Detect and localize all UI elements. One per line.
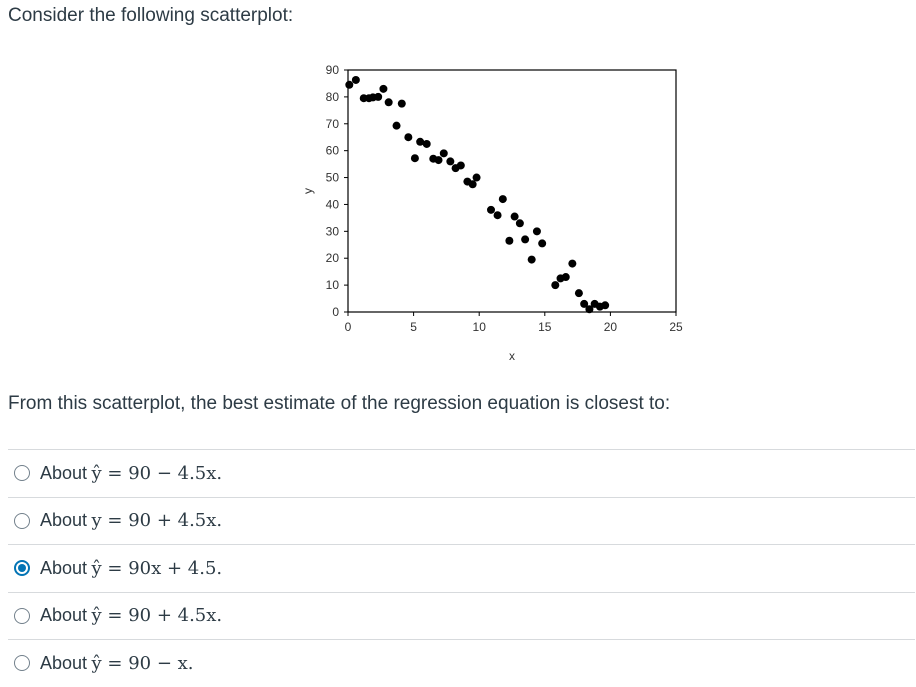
y-axis-label: y [301,188,315,194]
answer-label: About [40,652,88,673]
answer-label: About [40,557,88,578]
radio-button[interactable] [14,560,30,577]
scatter-point [446,157,455,166]
answer-option-4[interactable]: About ŷ = 90 + 4.5x. [8,591,915,640]
scatter-point [397,99,406,108]
scatter-point [351,75,360,84]
scatter-point [568,259,577,268]
scatter-point [561,273,570,282]
radio-button[interactable] [14,607,30,624]
answer-option-1[interactable]: About ŷ = 90 − 4.5x. [8,449,915,497]
answer-equation: ŷ = 90 + 4.5x. [91,605,223,627]
y-tick-label: 70 [326,117,340,131]
plot-frame [347,69,677,313]
scatter-point [487,205,496,214]
scatter-point [410,154,419,163]
scatter-point [585,305,594,314]
answer-equation: ŷ = 90 − 4.5x. [91,462,223,484]
scatter-point [416,137,425,146]
x-tick-label: 15 [538,320,552,334]
x-tick-label: 10 [473,320,487,334]
scatter-point [345,80,354,89]
y-tick-label: 20 [326,251,340,265]
y-tick-label: 0 [332,305,339,319]
y-tick-label: 90 [326,63,340,77]
answer-option-5[interactable]: About ŷ = 90 − x. [8,639,915,687]
scatter-point [574,289,583,298]
y-tick-label: 10 [326,278,340,292]
y-tick-label: 30 [326,224,340,238]
answer-list: About ŷ = 90 − 4.5x. About y = 90 + 4.5x… [8,449,915,687]
question-prompt: From this scatterplot, the best estimate… [8,393,671,414]
y-tick-label: 50 [326,171,340,185]
x-tick-label: 25 [669,320,683,334]
scatter-point [384,98,393,107]
scatter-point [439,149,448,158]
scatter-point [601,301,610,310]
answer-option-2[interactable]: About y = 90 + 4.5x. [8,496,915,545]
scatter-point [379,84,388,93]
scatter-point [515,219,524,228]
scatter-point [468,180,477,189]
answer-equation: y = 90 + 4.5x. [91,510,223,532]
scatter-point [521,235,530,244]
scatter-point [374,92,383,101]
x-tick-label: 5 [410,320,417,334]
scatter-point [532,227,541,236]
scatter-point [505,236,514,245]
scatter-point [527,255,536,264]
scatter-point [422,139,431,148]
y-tick-label: 60 [326,144,340,158]
radio-button[interactable] [14,512,30,529]
scatter-point [456,161,465,170]
answer-option-3[interactable]: About ŷ = 90x + 4.5. [8,544,915,592]
answer-label: About [40,605,88,626]
scatter-point [434,156,443,165]
x-tick-label: 0 [345,320,352,334]
scatter-point [551,281,560,290]
scatter-point [404,133,413,142]
answer-equation: ŷ = 90x + 4.5. [91,557,223,579]
question-intro: Consider the following scatterplot: [8,5,294,26]
scatter-point [510,212,519,221]
y-tick-label: 40 [326,197,340,211]
x-tick-label: 20 [604,320,618,334]
radio-button[interactable] [14,465,30,482]
scatter-point [472,173,481,182]
scatter-point [580,299,589,308]
scatter-point [493,211,502,220]
scatter-point [538,239,547,248]
answer-equation: ŷ = 90 − x. [91,652,194,674]
answer-label: About [40,510,88,531]
scatterplot: 0 10 20 30 40 50 60 70 80 90 0 5 10 15 20 25 x y [301,63,683,363]
scatter-point [498,195,507,204]
scatter-point [392,121,401,130]
radio-button[interactable] [14,655,30,672]
answer-label: About [40,462,88,483]
x-axis-label: x [509,349,515,363]
y-tick-label: 80 [326,90,340,104]
